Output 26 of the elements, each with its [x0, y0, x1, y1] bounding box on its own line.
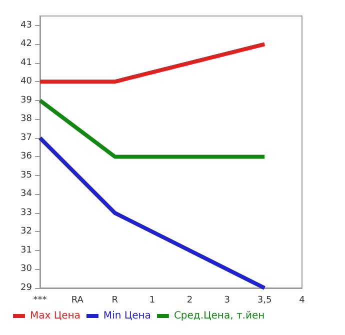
y-tick-label: 38 [20, 114, 32, 124]
y-tick-label: 35 [20, 170, 32, 180]
x-tick-label: *** [33, 296, 48, 306]
x-tick-label: 4 [299, 296, 306, 306]
y-tick-label: 40 [20, 76, 32, 87]
y-tick-label: 37 [20, 132, 32, 143]
y-tick-label: 30 [20, 264, 32, 274]
y-tick-label: 41 [20, 58, 32, 68]
y-tick-label: 29 [20, 283, 32, 293]
x-tick-label: R [112, 296, 118, 306]
x-tick-label: RA [71, 296, 84, 306]
x-tick-label: 3,5 [257, 296, 272, 306]
x-tick-label: 1 [149, 296, 156, 306]
y-tick-label: 43 [20, 20, 32, 30]
x-tick-label: 3 [224, 296, 230, 306]
y-tick-label: 39 [20, 95, 32, 106]
y-tick-label: 32 [20, 226, 32, 237]
y-tick-label: 33 [20, 208, 32, 218]
x-tick-label: 2 [186, 296, 193, 306]
legend-label: Max Цена [30, 310, 80, 322]
y-tick-label: 31 [20, 245, 32, 256]
legend-label: Сред.Цена, т.йен [174, 310, 265, 322]
y-tick-label: 42 [20, 39, 32, 50]
legend-label: Min Цена [103, 310, 151, 322]
y-tick-label: 34 [20, 189, 32, 200]
y-tick-label: 36 [20, 152, 32, 162]
